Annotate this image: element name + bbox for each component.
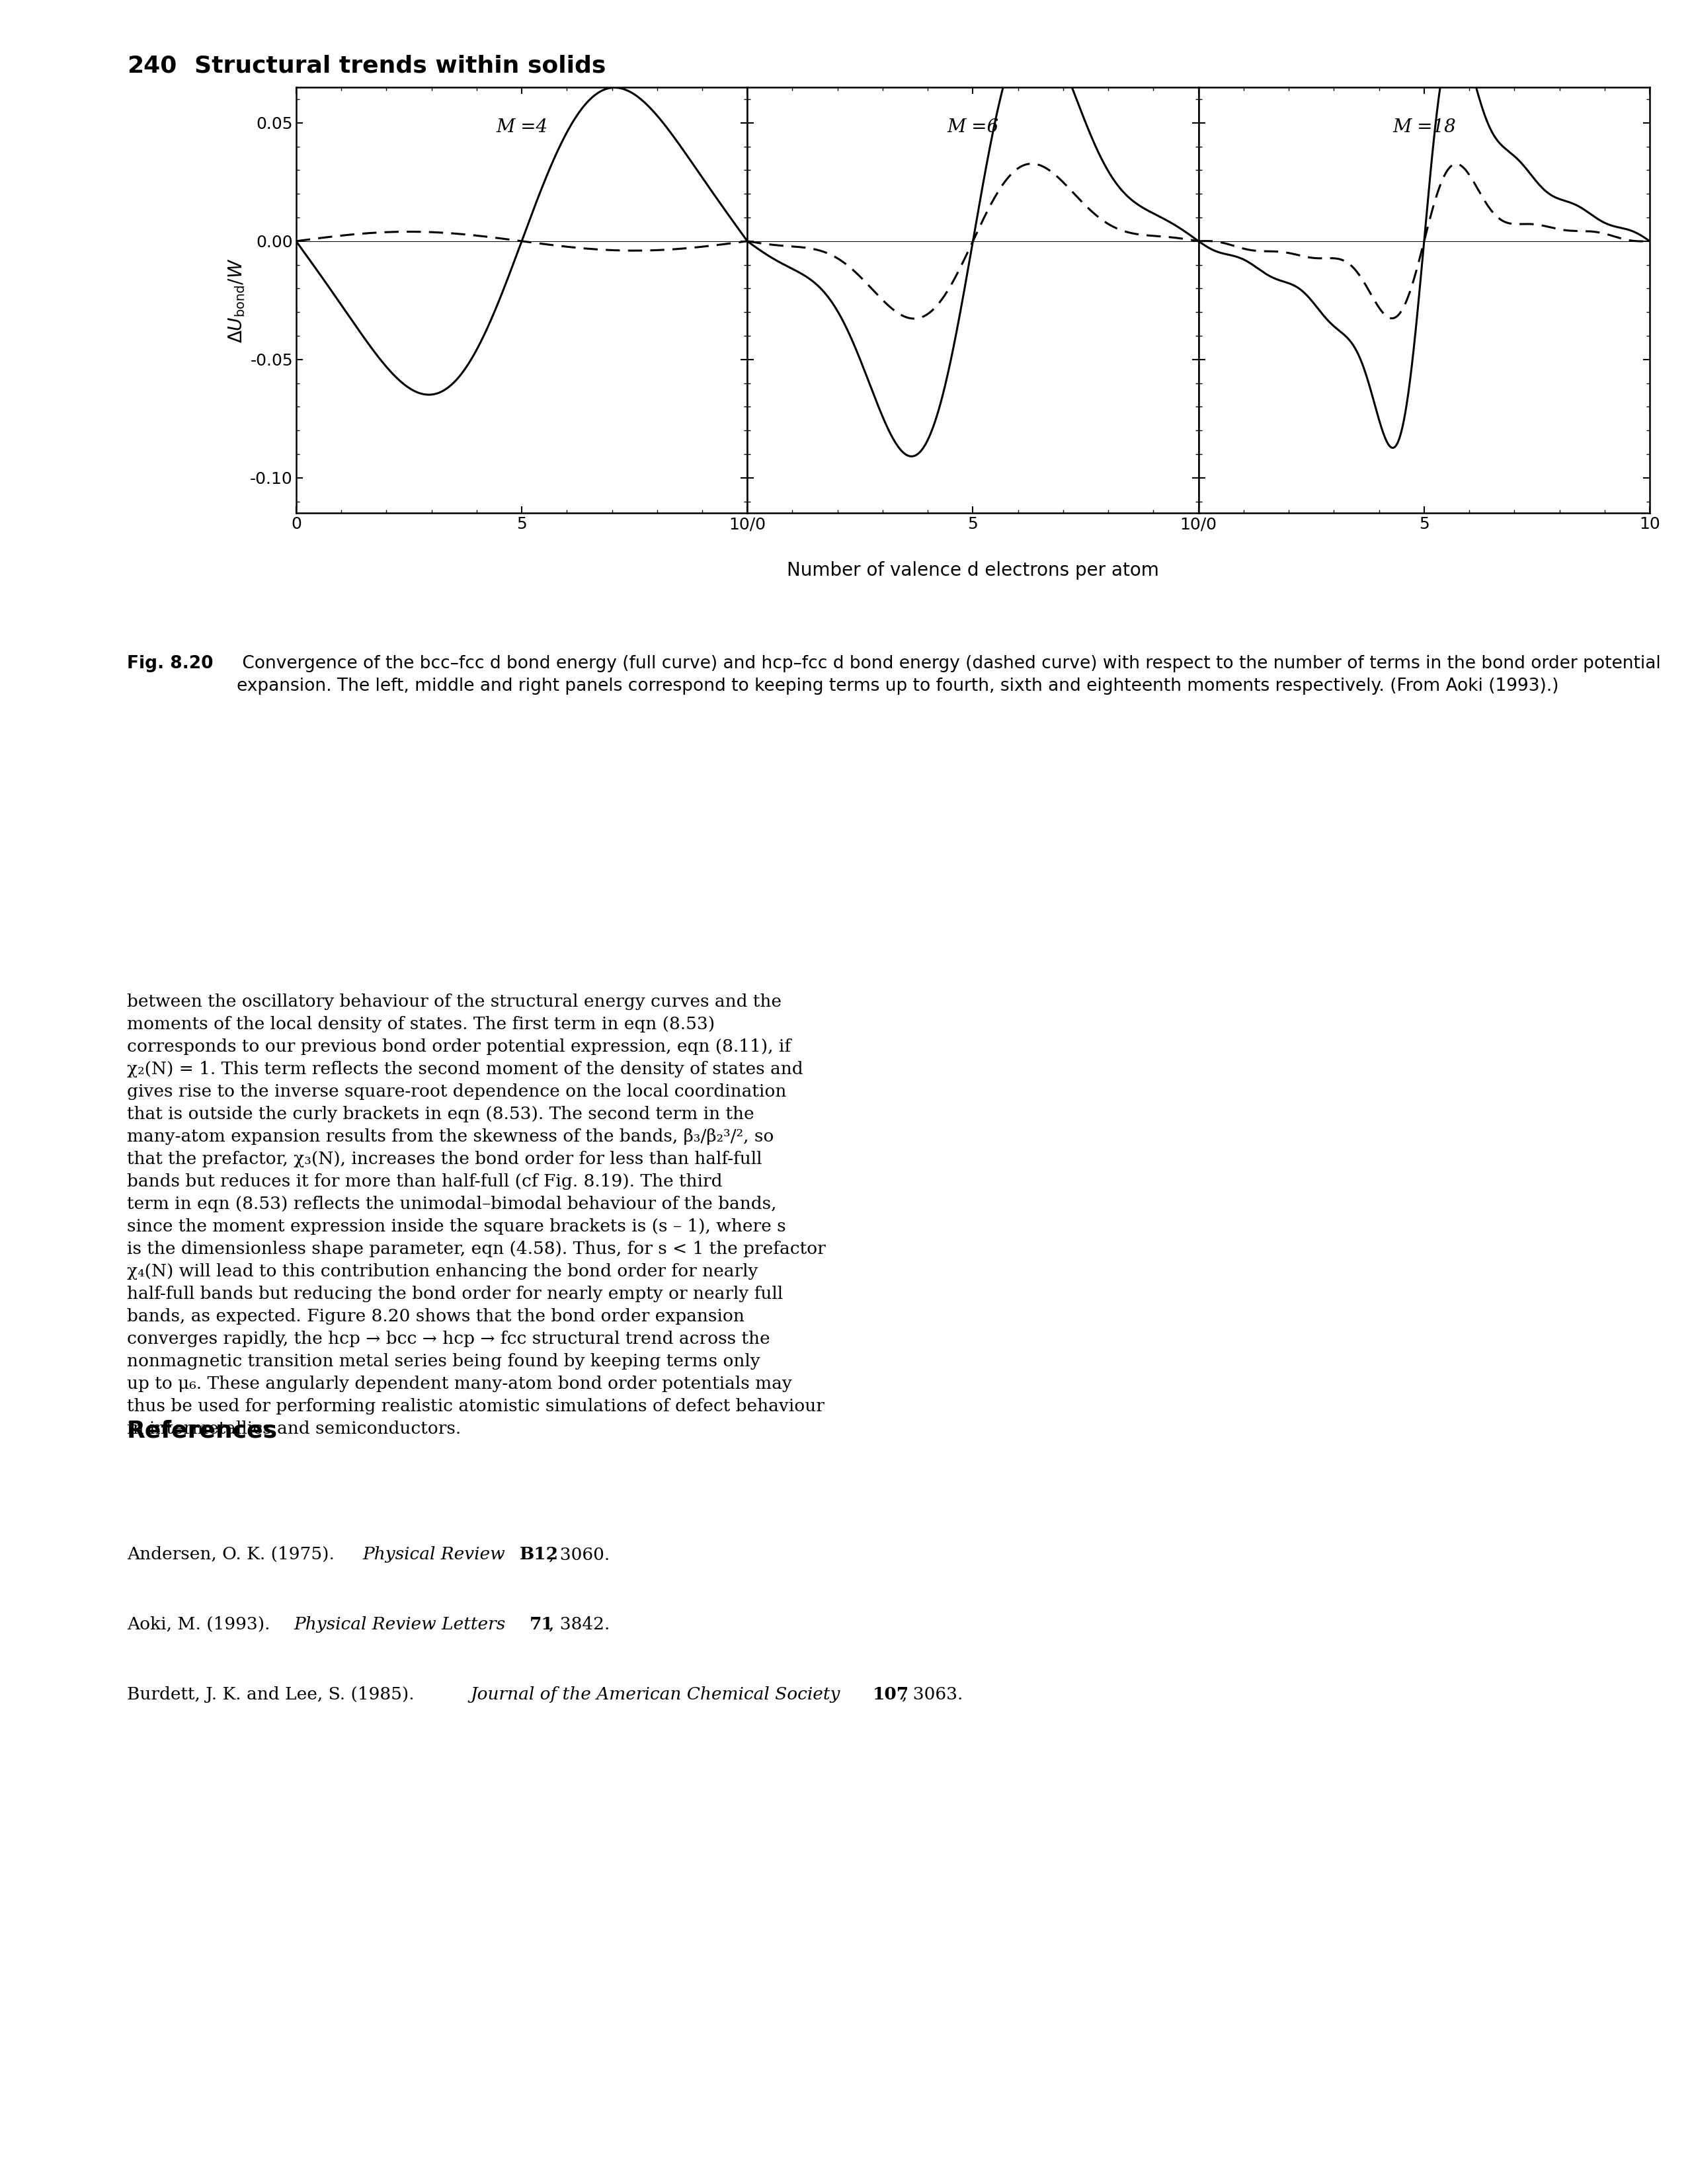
Text: Aoki, M. (1993).: Aoki, M. (1993). (127, 1616, 276, 1634)
Text: 71: 71 (530, 1616, 553, 1634)
Text: M =18: M =18 (1393, 118, 1455, 135)
Text: , 3060.: , 3060. (548, 1546, 609, 1564)
Text: Journal of the American Chemical Society: Journal of the American Chemical Society (470, 1686, 841, 1704)
Text: Structural trends within solids: Structural trends within solids (195, 55, 606, 76)
Text: Fig. 8.20: Fig. 8.20 (127, 655, 213, 673)
Text: Andersen, O. K. (1975).: Andersen, O. K. (1975). (127, 1546, 340, 1564)
Text: between the oscillatory behaviour of the structural energy curves and the
moment: between the oscillatory behaviour of the… (127, 994, 826, 1437)
Text: Convergence of the bcc–fcc d bond energy (full curve) and hcp–fcc d bond energy : Convergence of the bcc–fcc d bond energy… (237, 655, 1662, 695)
Text: References: References (127, 1420, 277, 1441)
Text: , 3063.: , 3063. (902, 1686, 963, 1704)
Text: B12: B12 (519, 1546, 558, 1564)
Text: Number of valence d electrons per atom: Number of valence d electrons per atom (787, 561, 1159, 579)
Text: Physical Review Letters: Physical Review Letters (294, 1616, 506, 1634)
Y-axis label: $\Delta U_\mathrm{bond}/W$: $\Delta U_\mathrm{bond}/W$ (227, 258, 247, 343)
Text: , 3842.: , 3842. (548, 1616, 609, 1634)
Text: M =4: M =4 (496, 118, 548, 135)
Text: 240: 240 (127, 55, 176, 76)
Text: Physical Review: Physical Review (362, 1546, 506, 1564)
Text: Burdett, J. K. and Lee, S. (1985).: Burdett, J. K. and Lee, S. (1985). (127, 1686, 420, 1704)
Text: 107: 107 (873, 1686, 909, 1704)
Text: M =6: M =6 (948, 118, 998, 135)
